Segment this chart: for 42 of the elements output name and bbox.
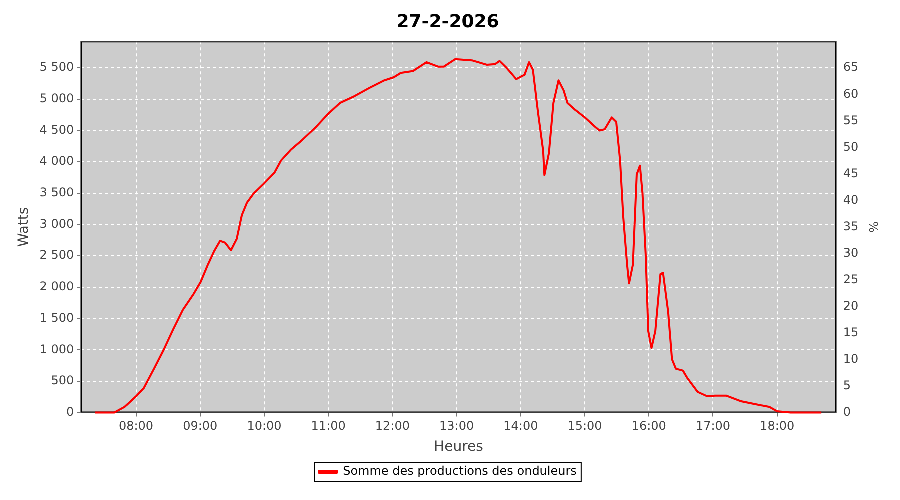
x-tick-label: 18:00	[760, 419, 795, 434]
x-tick-label: 09:00	[183, 419, 218, 434]
y-tick-label: 500	[51, 374, 74, 388]
y-tick-label: 2 500	[40, 248, 74, 262]
y-tick-label: 1 500	[40, 310, 74, 325]
y2-tick-label: 15	[843, 325, 859, 340]
x-tick-label: 10:00	[247, 419, 282, 434]
x-tick-label: 15:00	[568, 419, 602, 434]
y-tick-label: 5 500	[40, 60, 74, 74]
y-tick-label: 5 000	[40, 92, 74, 106]
y2-axis-title: %	[866, 221, 881, 233]
y2-tick-label: 0	[843, 404, 851, 419]
y-tick-label: 1 000	[40, 342, 74, 356]
y2-tick-label: 45	[843, 166, 859, 180]
y-tick-label: 4 000	[40, 154, 74, 168]
y2-tick-label: 35	[843, 219, 859, 234]
y2-tick-label: 30	[843, 246, 859, 260]
y2-tick-label: 65	[843, 60, 859, 74]
x-tick-label: 11:00	[311, 419, 346, 434]
y-tick-label: 2 000	[40, 280, 74, 294]
x-tick-label: 17:00	[696, 419, 731, 434]
y2-tick-label: 60	[843, 86, 859, 101]
y2-tick-label: 10	[843, 352, 859, 366]
y-tick-label: 0	[66, 404, 74, 419]
y-tick-label: 4 500	[40, 122, 74, 137]
x-tick-label: 08:00	[118, 419, 154, 434]
y-tick-label: 3 500	[40, 186, 74, 200]
chart-title: 27-2-2026	[396, 11, 500, 32]
x-axis-title: Heures	[434, 439, 484, 456]
y2-tick-label: 40	[843, 192, 859, 207]
y2-tick-label: 25	[843, 272, 859, 286]
y2-tick-label: 20	[843, 298, 859, 313]
y2-tick-label: 55	[843, 113, 859, 128]
y-axis-title: Watts	[16, 207, 32, 248]
x-tick-label: 14:00	[504, 419, 538, 434]
x-tick-label: 13:00	[440, 419, 474, 434]
x-tick-label: 12:00	[375, 419, 410, 434]
y-tick-label: 3 000	[40, 216, 74, 231]
legend-label: Somme des productions des onduleurs	[343, 464, 577, 478]
y2-tick-label: 50	[843, 140, 859, 154]
y2-tick-label: 5	[843, 378, 851, 392]
x-tick-label: 16:00	[632, 419, 666, 434]
